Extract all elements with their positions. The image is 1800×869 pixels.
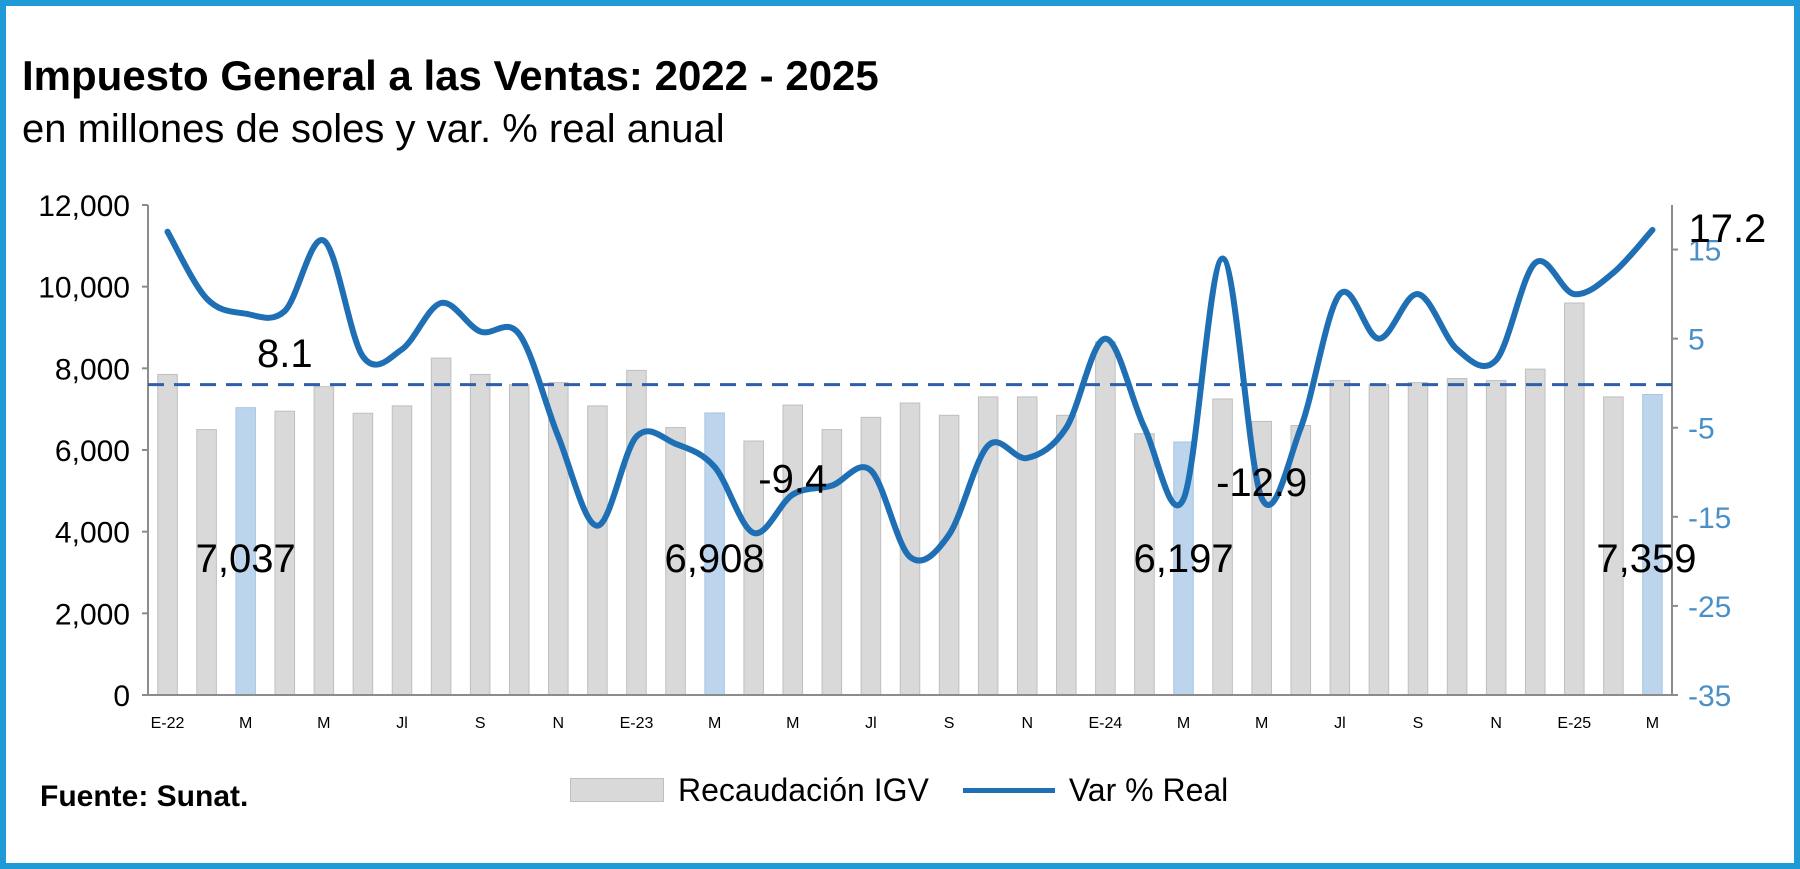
bar-value-label: 7,037 xyxy=(196,537,296,581)
right-tick-label: -5 xyxy=(1688,413,1715,446)
legend-swatch-bars xyxy=(570,778,664,802)
x-tick-label: E-22 xyxy=(151,715,185,732)
legend-item-bars: Recaudación IGV xyxy=(570,772,929,809)
right-tick-label: 15 xyxy=(1688,235,1721,268)
bar xyxy=(391,405,413,696)
x-tick-label: M xyxy=(1177,715,1190,732)
legend-item-line: Var % Real xyxy=(962,771,1229,809)
bar xyxy=(1016,396,1038,696)
left-tick-label: 10,000 xyxy=(38,272,130,305)
x-tick-label: M xyxy=(786,715,799,732)
bar xyxy=(157,373,178,696)
left-tick-label: 12,000 xyxy=(38,190,130,223)
bar xyxy=(860,416,882,696)
x-tick-label: N xyxy=(1021,715,1033,732)
x-tick-label: E-24 xyxy=(1088,715,1122,732)
x-tick-label: Jl xyxy=(865,715,877,732)
x-tick-label: S xyxy=(944,715,955,732)
bar xyxy=(1485,380,1507,696)
bar xyxy=(430,357,452,696)
x-tick-label: M xyxy=(708,715,721,732)
chart-subtitle: en millones de soles y var. % real anual xyxy=(22,107,725,151)
right-tick-label: -15 xyxy=(1688,502,1731,535)
chart-title: Impuesto General a las Ventas: 2022 - 20… xyxy=(22,52,879,99)
line-value-label: -12.9 xyxy=(1216,461,1307,505)
left-tick-label: 0 xyxy=(113,680,130,713)
legend-swatch-line xyxy=(962,787,1055,793)
bar xyxy=(1368,384,1390,696)
bar xyxy=(938,414,960,696)
source-note: Fuente: Sunat. xyxy=(40,780,249,813)
right-tick-label: -35 xyxy=(1688,680,1731,713)
line-value-label: 8.1 xyxy=(257,332,313,376)
x-tick-label: M xyxy=(317,715,330,732)
left-tick-label: 8,000 xyxy=(55,353,130,386)
bar xyxy=(1564,302,1585,696)
bar xyxy=(469,373,491,696)
bar xyxy=(1095,341,1116,696)
legend: Recaudación IGV Var % Real xyxy=(570,770,1262,810)
x-tick-label: E-23 xyxy=(620,715,654,732)
left-tick-label: 2,000 xyxy=(55,598,130,631)
x-tick-label: S xyxy=(475,715,486,732)
right-tick-label: 5 xyxy=(1688,324,1705,357)
bar xyxy=(1407,382,1429,696)
bar-value-label: 6,908 xyxy=(665,537,765,581)
bar-value-label: 7,359 xyxy=(1596,537,1696,581)
x-tick-label: N xyxy=(553,715,565,732)
bar xyxy=(1446,378,1468,696)
bar xyxy=(352,412,374,696)
right-tick-label: -25 xyxy=(1688,591,1731,624)
series-line-var-real xyxy=(164,226,1656,564)
x-tick-label: Jl xyxy=(396,715,408,732)
left-tick-label: 4,000 xyxy=(55,517,130,550)
x-tick-label: N xyxy=(1490,715,1502,732)
bar xyxy=(1329,380,1351,696)
bar-value-label: 6,197 xyxy=(1133,537,1233,581)
bar xyxy=(626,369,647,696)
bar xyxy=(508,384,530,696)
x-tick-label: M xyxy=(239,715,252,732)
line-value-label: 17.2 xyxy=(1688,207,1766,251)
x-tick-label: E-25 xyxy=(1557,715,1591,732)
bar xyxy=(782,404,804,696)
x-tick-label: M xyxy=(1646,715,1659,732)
legend-label-line: Var % Real xyxy=(1068,771,1229,808)
line-value-label: -9.4 xyxy=(758,458,827,502)
bar xyxy=(1524,368,1546,696)
x-tick-label: M xyxy=(1255,715,1268,732)
left-tick-label: 6,000 xyxy=(55,435,130,468)
bar xyxy=(313,386,335,696)
bar xyxy=(1056,414,1077,696)
x-tick-label: Jl xyxy=(1334,715,1346,732)
bar xyxy=(587,405,608,696)
x-tick-label: S xyxy=(1413,715,1424,732)
legend-label-bars: Recaudación IGV xyxy=(678,771,929,808)
